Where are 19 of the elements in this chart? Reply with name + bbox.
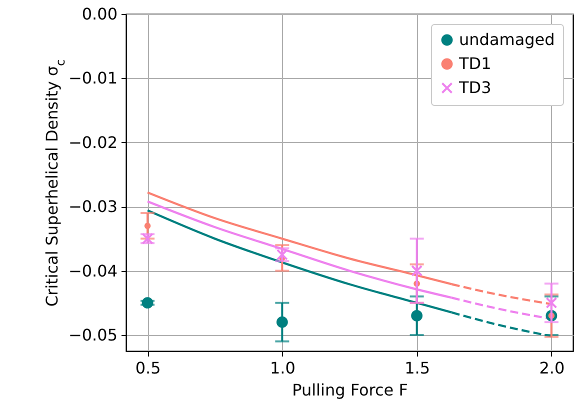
y-tick-label: −0.01 bbox=[68, 68, 118, 88]
x-tick-label: 1.0 bbox=[270, 358, 296, 378]
x-tick-label: 1.5 bbox=[404, 358, 430, 378]
y-tick-label: −0.05 bbox=[68, 325, 118, 344]
legend-label: undamaged bbox=[459, 30, 555, 49]
y-tick-label: −0.03 bbox=[68, 197, 118, 216]
y-tick-label: −0.04 bbox=[68, 261, 118, 280]
legend-label: TD1 bbox=[458, 54, 492, 73]
y-tick-label: −0.02 bbox=[68, 132, 118, 152]
x-axis-title: Pulling Force F bbox=[292, 380, 408, 400]
legend-label: TD3 bbox=[458, 78, 492, 97]
x-tick-label: 2.0 bbox=[539, 358, 565, 378]
point bbox=[546, 297, 558, 309]
y-tick-label: 0.00 bbox=[82, 4, 118, 24]
point bbox=[144, 222, 151, 229]
x-tick-label: 0.5 bbox=[135, 358, 161, 378]
point bbox=[411, 310, 423, 322]
point bbox=[411, 265, 423, 277]
point bbox=[276, 316, 288, 328]
